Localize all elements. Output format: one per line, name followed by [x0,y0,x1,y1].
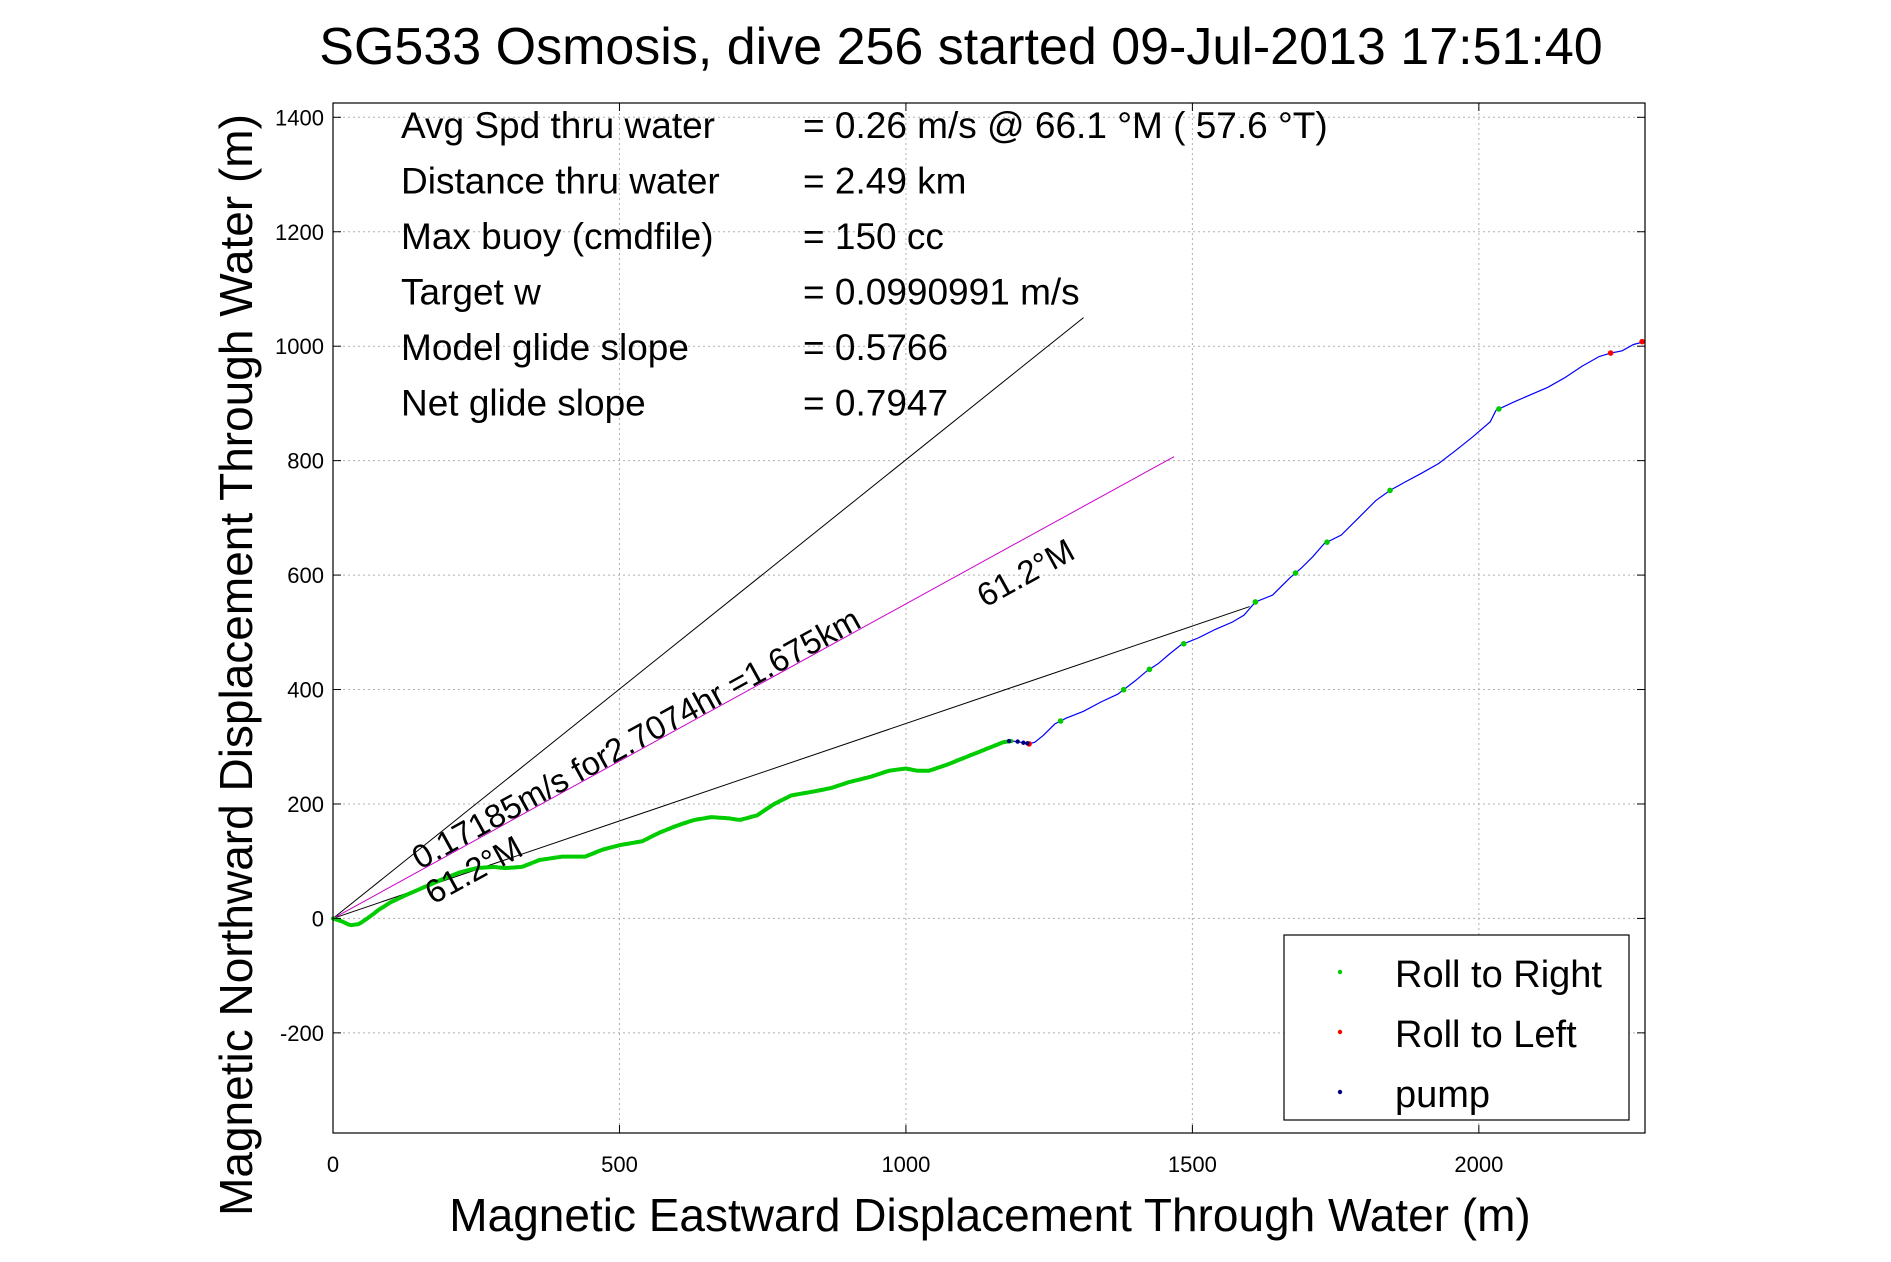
info-value: = 0.5766 [803,327,948,368]
roll-left-marker [1607,350,1614,356]
pump-marker [1025,741,1030,746]
y-tick-label: 1200 [275,220,324,245]
legend-box [1283,934,1630,1121]
y-axis-label: Magnetic Northward Displacement Through … [210,114,262,1216]
x-tick-label: 1500 [1168,1152,1217,1177]
y-tick-label: 0 [312,906,324,931]
legend-marker [1337,1029,1343,1035]
plot-frame [332,102,1646,1134]
roll-markers [331,338,1645,928]
info-label: Net glide slope [401,383,646,424]
x-tick-label: 0 [327,1152,339,1177]
info-label: Model glide slope [401,327,689,368]
x-axis-label: Magnetic Eastward Displacement Through W… [449,1189,1530,1241]
roll-right-marker [1146,666,1153,673]
info-value: = 0.7947 [803,383,948,424]
axis-ticks: 0 500 1000 1500 2000 -200 0 200 400 600 800 1000 120… [275,103,1645,1177]
roll-left-marker [1639,338,1645,345]
roll-right-marker [1324,539,1330,545]
pump-marker [1006,738,1012,744]
roll-right-marker [1180,640,1187,647]
info-value: = 0.26 m/s @ 66.1 °M ( 57.6 °T) [803,105,1328,146]
roll-right-marker [1252,599,1259,605]
roll-right-segment [331,739,1014,928]
y-tick-label: 1000 [275,334,324,359]
legend-label: Roll to Left [1395,1014,1577,1056]
info-label: Avg Spd thru water [401,105,715,146]
info-block: Avg Spd thru water = 0.26 m/s @ 66.1 °M (… [401,105,1328,424]
legend-label: Roll to Right [1395,954,1602,996]
reference-line [332,317,1084,919]
roll-right-marker [1057,718,1064,724]
info-value: = 150 cc [803,216,944,257]
y-tick-label: 200 [287,792,324,817]
y-tick-label: 600 [287,563,324,588]
y-tick-label: -200 [280,1021,324,1046]
legend-label: pump [1395,1074,1490,1116]
legend-marker [1337,969,1343,975]
reference-line [332,456,1175,919]
pump-marker [1015,739,1020,744]
roll-right-marker [1120,686,1127,693]
info-label: Max buoy (cmdfile) [401,216,714,257]
info-label: Distance thru water [401,161,720,202]
chart-title: SG533 Osmosis, dive 256 started 09-Jul-2… [319,18,1602,76]
info-label: Target w [401,272,541,313]
roll-right-marker [1496,406,1502,412]
y-tick-label: 800 [287,449,324,474]
legend: Roll to Right Roll to Left pump [1283,934,1630,1121]
info-value: = 2.49 km [803,161,967,202]
x-tick-label: 1000 [881,1152,930,1177]
roll-right-marker [1387,487,1393,494]
x-tick-label: 500 [601,1152,638,1177]
y-tick-label: 400 [287,678,324,703]
roll-right-marker [1292,570,1299,576]
info-value: = 0.0990991 m/s [803,272,1080,313]
x-tick-label: 2000 [1454,1152,1503,1177]
pump-marker [1021,740,1026,745]
y-tick-label: 1400 [275,105,324,130]
legend-marker [1337,1089,1343,1095]
